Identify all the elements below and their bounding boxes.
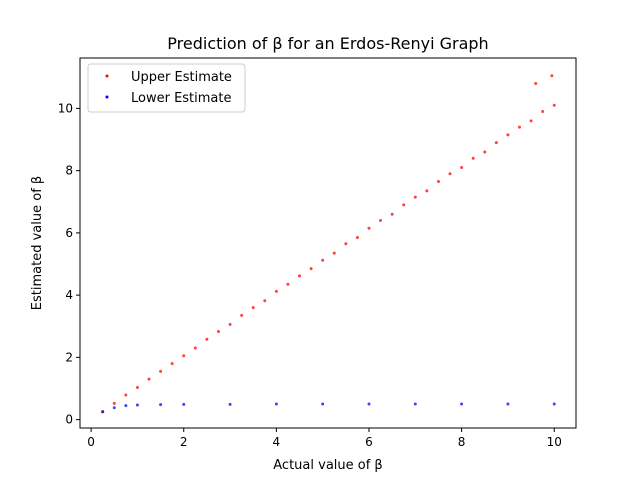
y-tick-label: 8	[65, 164, 73, 178]
y-tick-label: 4	[65, 288, 73, 302]
point-upper-estimate	[425, 189, 429, 193]
point-upper-estimate	[471, 156, 475, 160]
point-upper-estimate	[205, 337, 209, 341]
point-lower-estimate	[101, 410, 105, 414]
point-lower-estimate	[182, 402, 186, 406]
point-upper-estimate	[390, 212, 394, 216]
legend-box	[87, 63, 246, 113]
chart-title: Prediction of β for an Erdos-Renyi Graph	[167, 34, 488, 53]
point-upper-estimate	[460, 166, 464, 170]
point-upper-estimate	[483, 150, 487, 154]
point-upper-estimate	[321, 258, 325, 262]
point-lower-estimate	[135, 403, 139, 407]
y-tick-label: 10	[58, 101, 73, 115]
ticks-layer: 0 2 4 6 8 10 0 2 4 6 8 10	[58, 101, 562, 449]
legend-label-lower-estimate: Lower Estimate	[131, 91, 232, 106]
point-upper-estimate	[541, 110, 545, 114]
point-upper-estimate	[529, 119, 533, 123]
x-axis-label: Actual value of β	[273, 458, 382, 473]
x-tick-label: 0	[87, 435, 95, 449]
point-upper-estimate	[112, 401, 116, 405]
point-upper-estimate	[413, 195, 417, 199]
point-upper-estimate	[124, 393, 128, 397]
plot-area	[79, 57, 577, 429]
point-upper-estimate	[240, 313, 244, 317]
point-upper-estimate	[402, 203, 406, 207]
x-tick-label: 2	[180, 435, 188, 449]
point-lower-estimate	[112, 406, 116, 410]
point-upper-estimate	[159, 369, 163, 373]
point-upper-estimate	[182, 354, 186, 358]
point-upper-estimate	[506, 133, 510, 137]
points-layer	[101, 74, 556, 414]
point-lower-estimate	[367, 402, 371, 406]
point-upper-estimate	[147, 377, 151, 381]
y-tick-label: 6	[65, 226, 73, 240]
point-upper-estimate	[367, 226, 371, 230]
legend-label-upper-estimate: Upper Estimate	[131, 70, 232, 85]
point-lower-estimate	[124, 404, 128, 408]
point-upper-estimate	[355, 236, 359, 240]
y-axis-label: Estimated value of β	[30, 176, 45, 310]
point-upper-estimate	[298, 274, 302, 278]
point-upper-estimate	[193, 346, 197, 350]
x-tick-label: 6	[365, 435, 373, 449]
y-tick-label: 2	[65, 350, 73, 364]
point-lower-estimate	[460, 402, 464, 406]
point-upper-estimate	[552, 103, 556, 107]
point-lower-estimate	[228, 402, 232, 406]
point-lower-estimate	[506, 402, 510, 406]
point-upper-estimate	[228, 322, 232, 326]
point-upper-estimate	[286, 282, 290, 286]
point-upper-estimate	[263, 299, 267, 303]
point-lower-estimate	[552, 402, 556, 406]
point-lower-estimate	[159, 403, 163, 407]
legend-marker-lower-estimate	[105, 95, 109, 99]
point-upper-estimate	[344, 242, 348, 246]
legend-marker-upper-estimate	[105, 74, 109, 78]
point-upper-estimate	[448, 172, 452, 176]
point-upper-estimate	[379, 218, 383, 222]
point-upper-estimate	[309, 267, 313, 271]
point-lower-estimate	[274, 402, 278, 406]
x-tick-label: 10	[547, 435, 562, 449]
point-upper-estimate	[216, 330, 220, 334]
point-lower-estimate	[413, 402, 417, 406]
point-upper-estimate	[494, 141, 498, 145]
point-upper-estimate	[436, 180, 440, 184]
point-upper-estimate	[251, 306, 255, 310]
legend: Upper Estimate Lower Estimate	[87, 63, 246, 113]
point-lower-estimate	[321, 402, 325, 406]
point-upper-estimate	[135, 386, 139, 390]
point-upper-estimate	[332, 251, 336, 255]
x-tick-label: 8	[458, 435, 466, 449]
y-tick-label: 0	[65, 413, 73, 427]
point-upper-estimate	[170, 362, 174, 366]
point-upper-estimate	[550, 74, 554, 78]
point-upper-estimate	[274, 289, 278, 293]
point-upper-estimate	[534, 82, 538, 86]
x-tick-label: 4	[273, 435, 281, 449]
point-upper-estimate	[518, 125, 521, 129]
